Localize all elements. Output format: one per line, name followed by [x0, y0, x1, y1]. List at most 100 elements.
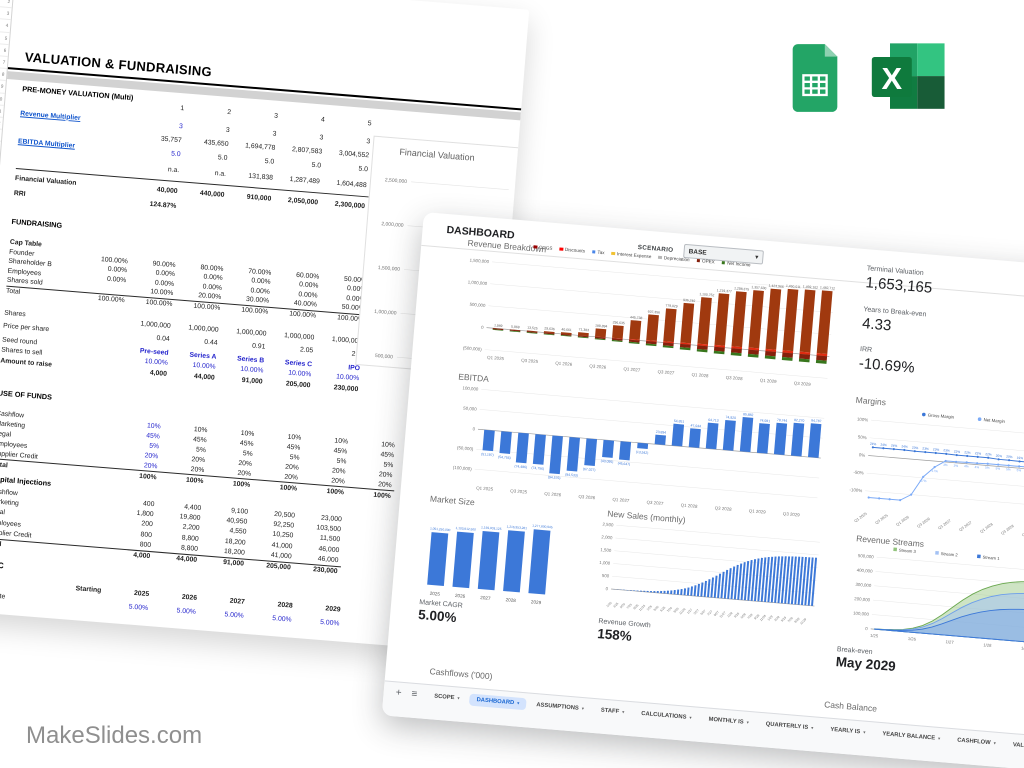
row-number[interactable]: 4	[0, 19, 11, 33]
row-number[interactable]: 11	[0, 104, 4, 118]
svg-text:29,636: 29,636	[544, 326, 555, 331]
market-cagr-value: 5.00%	[417, 606, 458, 626]
cell: 205,000	[285, 380, 311, 390]
row-number[interactable]: 14	[0, 140, 1, 155]
cell: 124.87%	[149, 200, 177, 210]
scenario-value: BASE	[688, 247, 707, 257]
svg-text:2,500,000: 2,500,000	[385, 177, 408, 185]
tab-calculations[interactable]: CALCULATIONS ▾	[634, 707, 699, 724]
row-number[interactable]: 13	[0, 128, 2, 143]
svg-text:2026: 2026	[455, 593, 466, 599]
tab-assumptions[interactable]: ASSUMPTIONS ▾	[529, 699, 592, 716]
svg-text:(54,756): (54,756)	[498, 455, 511, 460]
row-number[interactable]: 5	[0, 31, 10, 45]
svg-text:11/27: 11/27	[719, 610, 727, 618]
terminal-valuation-value: 1,653,165	[864, 274, 933, 297]
svg-text:4%: 4%	[974, 465, 979, 469]
svg-text:Gross Margin: Gross Margin	[928, 412, 955, 419]
svg-text:1,482,712: 1,482,712	[820, 285, 835, 290]
svg-text:5/27: 5/27	[699, 609, 706, 616]
row-number[interactable]: 8	[0, 67, 7, 82]
tab-cashflow[interactable]: CASHFLOW ▾	[950, 734, 1004, 750]
tab-yearly-balance[interactable]: YEARLY BALANCE ▾	[875, 728, 948, 746]
google-sheets-icon	[792, 44, 838, 112]
cell: 1,287,489	[289, 176, 321, 186]
svg-text:1,423,966: 1,423,966	[768, 284, 783, 289]
svg-text:3%: 3%	[953, 464, 958, 468]
tab-staff[interactable]: STAFF ▾	[593, 704, 631, 719]
svg-text:1,000: 1,000	[599, 560, 611, 566]
svg-text:Q3 2026: Q3 2026	[578, 494, 596, 500]
svg-text:5/26: 5/26	[659, 605, 666, 612]
row-number[interactable]: 12	[0, 116, 3, 130]
svg-text:7/29: 7/29	[787, 616, 794, 623]
row-number[interactable]: 9	[0, 80, 6, 94]
tab-yearly-is[interactable]: YEARLY IS ▾	[823, 723, 873, 739]
cell: 2029	[325, 604, 341, 613]
cell: 0.91	[251, 342, 266, 351]
tab-valuation[interactable]: VALUATION▾	[1005, 739, 1024, 755]
svg-text:Q3 2026: Q3 2026	[589, 363, 607, 369]
cell: 2.05	[299, 346, 314, 355]
cell: 2	[226, 108, 232, 117]
svg-text:Q3 2027: Q3 2027	[959, 521, 973, 533]
svg-text:779,029: 779,029	[665, 303, 678, 308]
cell: 440,000	[199, 189, 225, 199]
svg-text:1/28: 1/28	[726, 611, 733, 618]
row-label: Total	[0, 540, 60, 553]
svg-text:23,894: 23,894	[656, 430, 667, 435]
svg-text:Q3 2025: Q3 2025	[875, 513, 889, 525]
svg-text:64,713: 64,713	[708, 418, 719, 423]
svg-text:1,000,000: 1,000,000	[468, 280, 488, 287]
cell: 0.04	[156, 334, 170, 343]
svg-text:296,635: 296,635	[612, 320, 625, 325]
svg-text:1/27: 1/27	[686, 608, 693, 615]
svg-text:7/26: 7/26	[666, 606, 673, 613]
svg-text:1/26: 1/26	[908, 636, 917, 642]
svg-text:24%: 24%	[880, 443, 887, 448]
svg-text:500,000: 500,000	[469, 302, 486, 308]
svg-text:7/28: 7/28	[746, 613, 753, 620]
cell: 1,604,488	[336, 179, 367, 190]
row-number[interactable]: 3	[0, 7, 12, 21]
svg-text:400,000: 400,000	[856, 567, 873, 573]
row-label	[19, 128, 138, 138]
svg-text:(100,000): (100,000)	[453, 465, 473, 472]
tab-monthly-is[interactable]: MONTHLY IS ▾	[701, 713, 756, 730]
svg-text:Q1 2025: Q1 2025	[476, 485, 494, 491]
tab-label: YEARLY BALANCE	[882, 731, 936, 742]
row-number[interactable]: 7	[0, 55, 8, 70]
svg-text:Q1 2028: Q1 2028	[691, 372, 709, 378]
svg-text:9/25: 9/25	[632, 603, 639, 610]
cell	[81, 286, 129, 290]
premoney-grid: 1 2 3 4 5 Revenue Multiplier 3 3 3 3 3 35,757 435,65…	[0, 0, 529, 217]
row-number[interactable]: 6	[0, 43, 9, 57]
svg-text:1/27: 1/27	[945, 639, 954, 645]
svg-text:2,000,000: 2,000,000	[381, 221, 404, 229]
legend-label: OPEX	[701, 258, 715, 265]
row-number[interactable]: 10	[0, 92, 5, 106]
sheet-tab-bar: + ≡ SCOPE ▾ DASHBOARD ▾ ASSUMPTIONS ▾ STAFF ▾ CA…	[381, 680, 1024, 768]
svg-text:5%: 5%	[985, 466, 990, 470]
svg-text:Q1 2026: Q1 2026	[896, 515, 910, 527]
svg-text:3/25: 3/25	[612, 601, 619, 608]
svg-text:11/25: 11/25	[638, 604, 646, 612]
svg-text:Q1 2028: Q1 2028	[680, 503, 698, 509]
svg-text:X: X	[882, 61, 903, 96]
tab-label: QUARTERLY IS	[765, 721, 809, 731]
svg-text:9/28: 9/28	[753, 613, 760, 620]
add-sheet-icon[interactable]: +	[395, 687, 402, 699]
svg-text:50%: 50%	[858, 434, 867, 440]
tab-dashboard[interactable]: DASHBOARD ▾	[469, 693, 527, 711]
svg-text:1,500,000: 1,500,000	[469, 258, 489, 265]
svg-text:Q3 2029: Q3 2029	[783, 511, 801, 517]
use-of-funds-grid: Cashflow 10% 10% 10% 10% 10% 10% Marketing 45% 45…	[0, 0, 529, 502]
tab-quarterly-is[interactable]: QUARTERLY IS ▾	[758, 718, 821, 735]
svg-text:Q3 2027: Q3 2027	[646, 500, 664, 506]
svg-text:445,738: 445,738	[630, 315, 643, 320]
svg-text:1,000,000: 1,000,000	[374, 309, 397, 317]
all-sheets-menu-icon[interactable]: ≡	[410, 688, 418, 701]
svg-text:5%: 5%	[1016, 468, 1021, 472]
tab-scope[interactable]: SCOPE ▾	[427, 690, 467, 705]
svg-text:22%: 22%	[985, 452, 992, 457]
